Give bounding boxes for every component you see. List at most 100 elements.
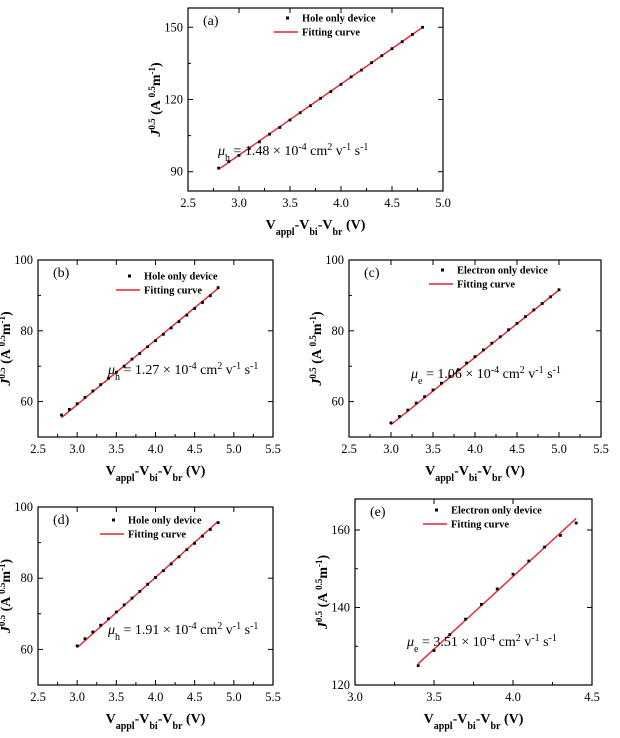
- legend: Electron only device Fitting curve: [429, 266, 548, 291]
- data-point: [201, 301, 204, 304]
- x-tick-label: 5.5: [265, 690, 281, 704]
- legend-point-marker: [441, 268, 444, 272]
- data-point: [498, 335, 502, 339]
- data-point: [247, 147, 251, 151]
- x-tick-label: 4.0: [148, 442, 164, 456]
- data-point: [107, 617, 110, 621]
- data-point: [83, 637, 87, 641]
- y-tick-label: 160: [331, 523, 350, 537]
- data-point: [298, 111, 302, 115]
- x-tick-label: 5.0: [435, 196, 451, 210]
- x-tick-label: 2.5: [30, 442, 46, 456]
- x-tick-label: 4.5: [187, 442, 203, 456]
- data-point: [480, 603, 483, 606]
- data-point: [107, 376, 110, 380]
- panel-label: (c): [364, 266, 380, 281]
- data-point: [490, 341, 494, 345]
- y-axis-label: J0.5 (A 0.5m-1): [0, 311, 14, 387]
- legend-entry-fit: Fitting curve: [451, 520, 509, 531]
- data-point: [411, 33, 414, 36]
- data-point: [208, 528, 212, 531]
- x-tick-label: 5.0: [226, 690, 242, 704]
- data-point: [406, 408, 410, 412]
- y-tick-label: 80: [332, 324, 345, 338]
- panel-label: (b): [53, 266, 70, 281]
- panel-label: (d): [53, 513, 70, 528]
- data-point: [319, 96, 322, 100]
- data-point: [349, 75, 353, 79]
- x-tick-label: 3.5: [426, 690, 442, 704]
- data-point: [99, 623, 103, 627]
- data-point: [380, 54, 384, 58]
- data-point: [557, 288, 561, 292]
- data-point: [421, 25, 424, 29]
- data-point: [390, 47, 394, 51]
- data-point: [448, 633, 452, 637]
- legend-entry-fit: Fitting curve: [302, 28, 360, 39]
- data-point: [258, 140, 261, 144]
- x-axis-label: Vappl-Vbi-Vbr (V): [106, 464, 206, 484]
- data-point: [154, 576, 157, 579]
- data-point: [146, 582, 150, 586]
- chart-panel-1: 2.5 3.0 3.5 4.0 4.5 5.0 90 120 150 (a) Hole only d…: [147, 7, 451, 238]
- x-tick-label: 4.5: [384, 196, 400, 210]
- y-tick-label: 120: [331, 678, 350, 692]
- data-point: [389, 421, 393, 425]
- legend-entry-fit: Fitting curve: [457, 280, 515, 291]
- x-tick-label: 5.0: [551, 442, 567, 456]
- data-point: [83, 395, 87, 399]
- data-point: [201, 534, 204, 538]
- data-point: [482, 348, 485, 352]
- y-tick-label: 90: [171, 165, 184, 179]
- data-point: [237, 153, 241, 157]
- y-axis-label: J0.5 (A 0.5m-1): [147, 62, 164, 138]
- data-point: [309, 104, 312, 108]
- data-point: [208, 294, 212, 298]
- data-point: [91, 630, 95, 634]
- data-point: [464, 617, 467, 621]
- chart-panel-4: 2.5 3.0 3.5 4.0 4.5 5.0 5.5 60 80 100 (d) Hole only…: [0, 500, 281, 732]
- y-axis-label: J0.5 (A 0.5m-1): [0, 559, 14, 635]
- x-tick-label: 4.0: [505, 690, 521, 704]
- x-tick-label: 4.0: [333, 196, 349, 210]
- data-point: [169, 562, 173, 566]
- legend: Hole only device Fitting curve: [100, 516, 202, 541]
- data-point: [60, 413, 63, 417]
- x-tick-label: 3.0: [231, 196, 247, 210]
- legend-point-marker: [286, 16, 289, 20]
- x-tick-label: 2.5: [341, 442, 357, 456]
- data-point: [193, 307, 197, 310]
- mobility-annotation: μe = 3.51 × 10-4 cm2 v-1 s-1: [406, 633, 557, 655]
- legend-point-marker: [128, 274, 131, 278]
- data-point: [154, 339, 157, 343]
- x-axis-label: Vappl-Vbi-Vbr (V): [266, 218, 366, 238]
- data-point: [161, 332, 165, 336]
- data-point: [122, 364, 126, 368]
- data-point: [169, 326, 173, 330]
- data-point: [448, 375, 452, 378]
- fitting-curve-line: [417, 517, 577, 665]
- y-tick-label: 80: [21, 571, 34, 585]
- data-point: [440, 381, 443, 385]
- y-tick-label: 150: [164, 20, 183, 34]
- legend: Hole only device Fitting curve: [274, 14, 376, 39]
- legend-entry-fit: Fitting curve: [128, 530, 186, 541]
- legend-entry-points: Hole only device: [128, 516, 202, 527]
- data-point: [507, 328, 510, 332]
- data-point: [431, 388, 435, 392]
- x-tick-label: 3.5: [109, 690, 125, 704]
- data-point: [138, 589, 142, 593]
- data-point: [398, 415, 401, 418]
- data-point: [524, 315, 527, 319]
- y-tick-label: 140: [331, 601, 350, 615]
- mobility-annotation: μh = 1.91 × 10-4 cm2 v-1 s-1: [107, 621, 258, 643]
- data-point: [543, 545, 546, 549]
- mobility-annotation: μh = 1.27 × 10-4 cm2 v-1 s-1: [107, 361, 258, 383]
- data-point: [532, 308, 536, 312]
- data-point: [216, 521, 220, 525]
- chart-panel-2: 2.5 3.0 3.5 4.0 4.5 5.0 5.5 60 80 100 (b) Hole only…: [0, 253, 281, 484]
- data-point: [456, 368, 460, 372]
- data-point: [416, 664, 420, 668]
- legend: Hole only device Fitting curve: [116, 272, 218, 297]
